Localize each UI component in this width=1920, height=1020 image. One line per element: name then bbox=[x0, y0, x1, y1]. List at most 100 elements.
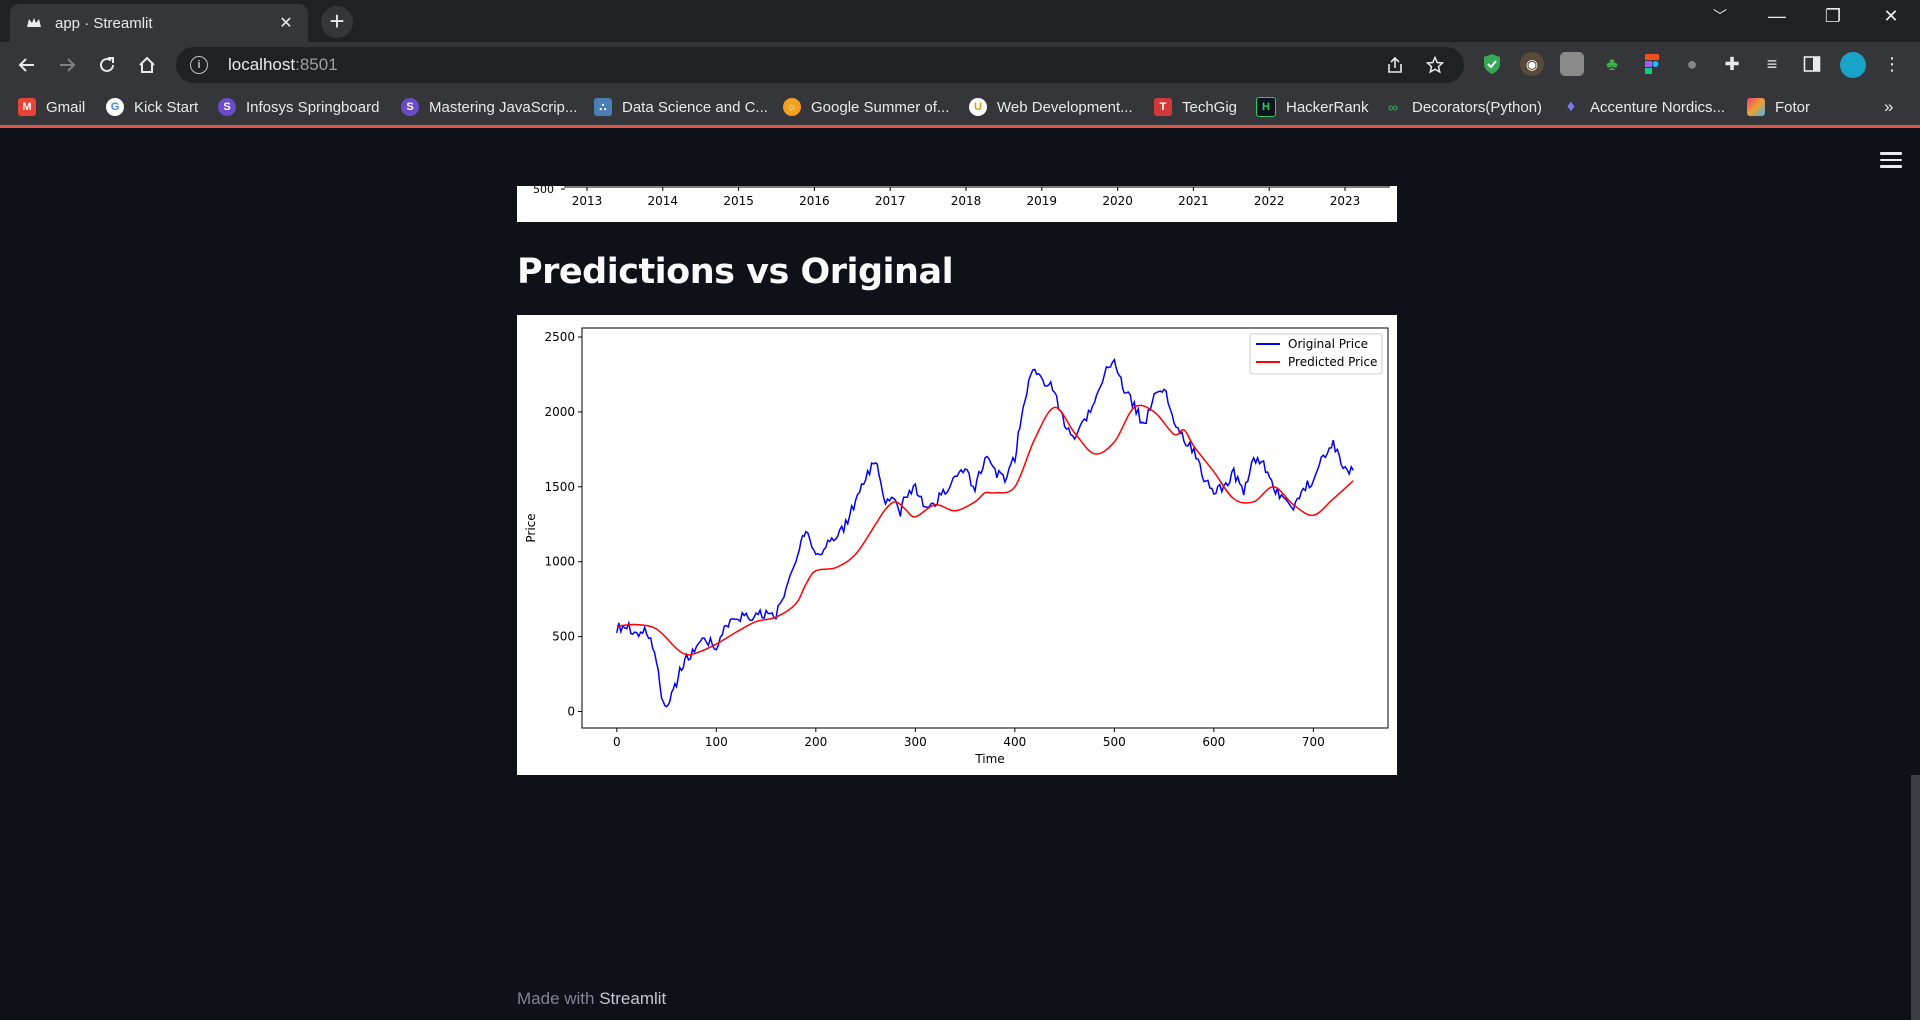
x-tick-label: 600 bbox=[1202, 735, 1225, 749]
y-tick-label: 0 bbox=[567, 705, 575, 719]
bookmark-techgig[interactable]: T TechGig bbox=[1154, 94, 1237, 120]
new-tab-button[interactable]: + bbox=[321, 6, 353, 38]
tab-search-icon[interactable]: ﹀ bbox=[1713, 8, 1727, 24]
x-tick-label: 2022 bbox=[1254, 194, 1285, 208]
shield-extension-icon[interactable] bbox=[1480, 52, 1504, 76]
browser-toolbar: i localhost:8501 ◉ ♣ ● ✚ ≡ ⋮ bbox=[0, 42, 1920, 88]
back-icon[interactable] bbox=[12, 50, 42, 80]
browser-titlebar: app · Streamlit ✕ + ﹀ — ❐ ✕ bbox=[0, 0, 1920, 42]
menu-line bbox=[1880, 158, 1902, 161]
address-bar[interactable]: i localhost:8501 bbox=[176, 47, 1464, 83]
tree-extension-icon[interactable]: ♣ bbox=[1606, 53, 1618, 74]
bookmark-label: Decorators(Python) bbox=[1412, 98, 1543, 116]
media-control-icon[interactable]: ≡ bbox=[1766, 53, 1778, 74]
gsoc-icon: ☼ bbox=[783, 98, 801, 116]
x-tick-label: 2013 bbox=[572, 194, 603, 208]
bookmark-fotor[interactable]: Fotor bbox=[1747, 94, 1810, 120]
menu-line bbox=[1880, 152, 1902, 155]
bookmark-accenture-nordics[interactable]: ♦ Accenture Nordics... bbox=[1562, 94, 1725, 120]
gmail-icon: M bbox=[18, 98, 36, 116]
hackerrank-icon: H bbox=[1256, 97, 1276, 117]
footer-prefix: Made with bbox=[517, 989, 600, 1008]
x-tick-label: 2017 bbox=[875, 194, 906, 208]
x-tick-label: 100 bbox=[705, 735, 728, 749]
x-tick-label: 200 bbox=[804, 735, 827, 749]
accenture-icon: ♦ bbox=[1566, 98, 1576, 115]
bookmarks-overflow-icon[interactable]: » bbox=[1884, 97, 1894, 116]
y-tick-label: 500 bbox=[552, 630, 575, 644]
bookmark-label: Data Science and C... bbox=[622, 98, 768, 116]
tab-title: app · Streamlit bbox=[55, 14, 153, 32]
streamlit-link[interactable]: Streamlit bbox=[599, 989, 667, 1008]
springboard-icon: S bbox=[218, 98, 236, 116]
bookmark-gmail[interactable]: M Gmail bbox=[18, 94, 85, 120]
bookmark-hackerrank[interactable]: H HackerRank bbox=[1256, 94, 1369, 120]
techgig-icon: T bbox=[1154, 98, 1172, 116]
x-tick-label: 2020 bbox=[1102, 194, 1133, 208]
x-tick-label: 700 bbox=[1302, 735, 1325, 749]
bookmark-label: Mastering JavaScrip... bbox=[429, 98, 578, 116]
fotor-icon bbox=[1747, 98, 1765, 116]
x-tick-label: 2021 bbox=[1178, 194, 1209, 208]
figma-extension-icon[interactable] bbox=[1640, 52, 1664, 76]
bookmark-label: Gmail bbox=[46, 98, 86, 116]
tab-close-icon[interactable]: ✕ bbox=[279, 15, 293, 32]
share-icon[interactable] bbox=[1386, 56, 1404, 79]
web-dev-icon: U bbox=[969, 98, 987, 116]
home-icon[interactable] bbox=[132, 50, 162, 80]
menu-line bbox=[1880, 165, 1902, 168]
bookmark-web-development[interactable]: U Web Development... bbox=[969, 94, 1133, 120]
bookmark-label: Google Summer of... bbox=[811, 98, 950, 116]
y-axis-label: Price bbox=[524, 513, 538, 542]
y-tick-label: 500 bbox=[533, 186, 554, 196]
legend-box bbox=[1249, 333, 1383, 375]
app-menu-icon[interactable] bbox=[1880, 152, 1902, 172]
bookmark-data-science[interactable]: ∴ Data Science and C... bbox=[594, 94, 768, 120]
predictions-chart-svg: 0 100 200 300 400 500 600 700 0 500 1000 1500 2000 25… bbox=[524, 327, 1389, 766]
bookmark-star-icon[interactable] bbox=[1425, 55, 1445, 79]
bookmark-label: Fotor bbox=[1775, 98, 1811, 116]
bookmark-label: HackerRank bbox=[1286, 98, 1369, 116]
y-tick-label: 2500 bbox=[544, 330, 575, 344]
page-heading: Predictions vs Original bbox=[517, 252, 954, 292]
x-axis-label: Time bbox=[974, 752, 1004, 766]
bookmark-mastering-javascript[interactable]: S Mastering JavaScrip... bbox=[401, 94, 577, 120]
bookmark-gsoc[interactable]: ☼ Google Summer of... bbox=[783, 94, 949, 120]
bookmark-infosys-springboard[interactable]: S Infosys Springboard bbox=[218, 94, 379, 120]
side-panel-icon[interactable] bbox=[1800, 52, 1824, 76]
x-tick-label: 2016 bbox=[799, 194, 830, 208]
x-tick-label: 500 bbox=[1103, 735, 1126, 749]
bookmark-decorators-python[interactable]: ∞ Decorators(Python) bbox=[1384, 94, 1542, 120]
bookmark-label: Web Development... bbox=[997, 98, 1133, 116]
window-close-icon[interactable]: ✕ bbox=[1883, 6, 1899, 26]
predictions-chart: 0 100 200 300 400 500 600 700 0 500 1000 1500 2000 25… bbox=[517, 315, 1397, 775]
browser-tab[interactable]: app · Streamlit ✕ bbox=[10, 4, 308, 42]
minimize-icon[interactable]: — bbox=[1768, 6, 1786, 26]
bookmark-kick-start[interactable]: G Kick Start bbox=[106, 94, 198, 120]
restore-icon[interactable]: ❐ bbox=[1824, 6, 1842, 26]
x-tick-label: 2023 bbox=[1330, 194, 1361, 208]
x-tick-label: 2018 bbox=[951, 194, 982, 208]
chart-legend: Original Price Predicted Price bbox=[1249, 333, 1383, 375]
decorators-icon: ∞ bbox=[1388, 99, 1398, 115]
google-icon: G bbox=[106, 98, 124, 116]
browser-menu-icon[interactable]: ⋮ bbox=[1883, 53, 1901, 74]
y-tick-label: 1000 bbox=[544, 555, 575, 569]
image-extension-icon[interactable] bbox=[1560, 52, 1584, 76]
x-tick-label: 2014 bbox=[648, 194, 679, 208]
glasses-extension-icon[interactable]: ◉ bbox=[1520, 52, 1544, 76]
reload-icon[interactable] bbox=[92, 50, 122, 80]
x-tick-label: 300 bbox=[904, 735, 927, 749]
page-scrollbar[interactable] bbox=[1911, 775, 1920, 1020]
url-host: localhost bbox=[228, 55, 296, 74]
bookmark-label: Accenture Nordics... bbox=[1590, 98, 1726, 116]
url-text: localhost:8501 bbox=[228, 55, 338, 75]
bookmark-label: TechGig bbox=[1182, 98, 1238, 116]
mouse-extension-icon[interactable]: ● bbox=[1686, 53, 1698, 74]
forward-icon[interactable] bbox=[52, 50, 82, 80]
extensions-puzzle-icon[interactable]: ✚ bbox=[1724, 53, 1740, 74]
data-science-icon: ∴ bbox=[594, 98, 612, 116]
site-info-icon[interactable]: i bbox=[190, 56, 208, 74]
bookmark-label: Infosys Springboard bbox=[246, 98, 380, 116]
profile-avatar[interactable] bbox=[1840, 52, 1866, 78]
